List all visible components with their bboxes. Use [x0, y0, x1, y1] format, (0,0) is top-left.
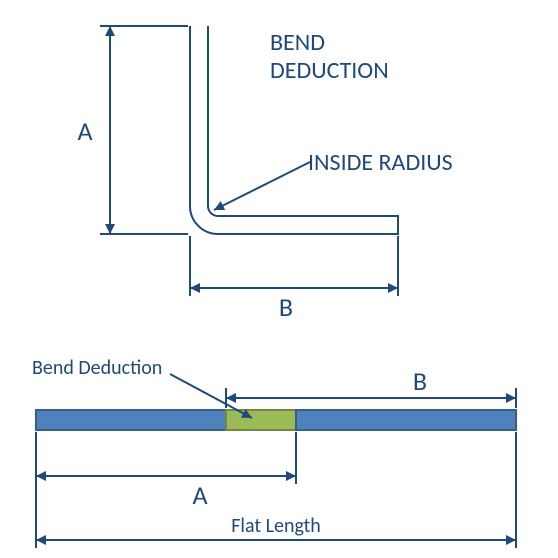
bot-dimA-label: A: [192, 479, 207, 511]
flat-label: Flat Length: [231, 514, 321, 538]
dimA-label: A: [77, 115, 92, 147]
bar-seg-left: [36, 410, 226, 430]
dimB-label: B: [279, 291, 293, 323]
diagram-root: BEND DEDUCTION A B INSIDE RADIUS B Bend …: [0, 0, 558, 558]
bd-label: Bend Deduction: [32, 356, 162, 380]
inside-radius-label: INSIDE RADIUS: [308, 148, 453, 177]
bar-seg-right: [296, 410, 516, 430]
bot-dimB-label: B: [413, 365, 427, 397]
title-line2: DEDUCTION: [270, 56, 389, 85]
title-line1: BEND: [270, 28, 325, 57]
inside-radius-pointer: [214, 162, 310, 210]
bar-seg-mid: [226, 410, 296, 430]
